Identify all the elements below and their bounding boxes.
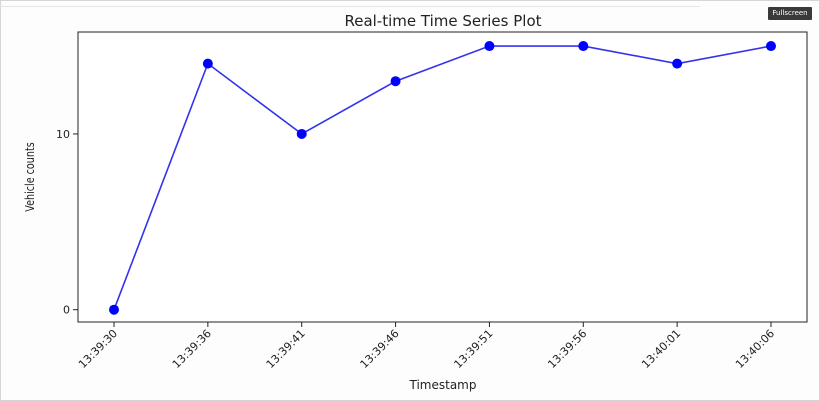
data-point xyxy=(109,304,119,315)
x-tick-label: 13:39:36 xyxy=(170,327,214,371)
fullscreen-button[interactable]: Fullscreen xyxy=(768,7,812,20)
y-tick-label: 0 xyxy=(63,304,70,317)
plot-area xyxy=(77,31,808,323)
data-point xyxy=(766,41,776,52)
data-point xyxy=(672,58,683,69)
chart-title: Real-time Time Series Plot xyxy=(344,12,541,30)
series-line xyxy=(113,45,772,310)
x-axis: 13:39:30 13:39:36 13:39:41 13:39:46 13:39:51… xyxy=(76,322,777,371)
x-tick-label: 13:40:06 xyxy=(733,327,777,371)
data-point xyxy=(296,128,307,139)
x-tick-label: 13:39:30 xyxy=(76,327,120,371)
y-axis: 0 10 xyxy=(56,128,78,317)
x-tick-label: 13:40:01 xyxy=(639,327,683,371)
data-point xyxy=(390,76,401,87)
data-point xyxy=(578,41,589,52)
x-tick-label: 13:39:46 xyxy=(358,327,402,371)
y-tick-label: 10 xyxy=(56,128,70,141)
toolbar-divider xyxy=(0,6,700,7)
series-points xyxy=(109,41,776,315)
data-point xyxy=(202,58,213,69)
data-point xyxy=(484,41,495,52)
x-tick-label: 13:39:51 xyxy=(451,327,495,371)
x-axis-label: Timestamp xyxy=(409,378,477,392)
x-tick-label: 13:39:41 xyxy=(264,327,308,371)
y-axis-label: Vehicle counts xyxy=(23,142,37,212)
x-tick-label: 13:39:56 xyxy=(545,327,589,371)
